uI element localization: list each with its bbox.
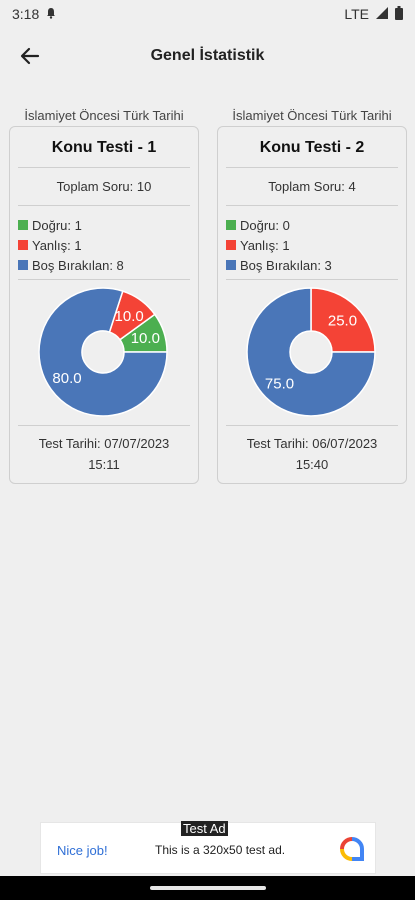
- wrong-swatch: [226, 240, 236, 250]
- legend-blank: Boş Bırakılan: 8: [18, 255, 124, 275]
- chart-label-blank: 80.0: [52, 370, 81, 387]
- legend-wrong-label: Yanlış: 1: [32, 237, 82, 253]
- legend-correct-label: Doğru: 1: [32, 217, 82, 233]
- legend-blank-label: Boş Bırakılan: 8: [32, 257, 124, 273]
- legend-wrong: Yanlış: 1: [226, 235, 332, 255]
- total-questions: Toplam Soru: 4: [268, 179, 356, 194]
- ad-logo-icon: [339, 836, 365, 862]
- app-bar: Genel İstatistik: [0, 34, 415, 78]
- network-label: LTE: [344, 6, 369, 22]
- correct-swatch: [226, 220, 236, 230]
- chart-slice-blank: [246, 287, 376, 417]
- divider: [226, 205, 398, 206]
- test-date-label: Test Tarihi: 07/07/2023: [38, 436, 170, 451]
- total-questions: Toplam Soru: 10: [56, 179, 152, 194]
- legend-wrong: Yanlış: 1: [18, 235, 124, 255]
- divider: [226, 425, 398, 426]
- status-time: 3:18: [12, 6, 40, 22]
- legend: Doğru: 0 Yanlış: 1 Boş Bırakılan: 3: [226, 215, 332, 275]
- donut-chart: 10.0 10.0 80.0: [38, 287, 168, 417]
- ad-cta-link[interactable]: Nice job!: [57, 843, 108, 858]
- chart-label-blank: 75.0: [265, 375, 294, 392]
- chart-slice-wrong: [310, 287, 376, 353]
- test-card[interactable]: Konu Testi - 2 Toplam Soru: 4 Doğru: 0 Y…: [217, 126, 407, 484]
- wrong-swatch: [18, 240, 28, 250]
- test-date-label: Test Tarihi: 06/07/2023: [246, 436, 378, 451]
- chart-label-wrong: 25.0: [328, 313, 357, 330]
- card-title: Konu Testi - 2: [259, 139, 365, 156]
- legend-wrong-label: Yanlış: 1: [240, 237, 290, 253]
- test-time-label: 15:11: [88, 457, 120, 472]
- system-nav-bar: [0, 876, 415, 900]
- divider: [18, 279, 190, 280]
- legend-correct-label: Doğru: 0: [240, 217, 290, 233]
- signal-icon: [375, 6, 389, 23]
- test-column-1: İslamiyet Öncesi Türk Tarihi Konu Testi …: [9, 108, 199, 484]
- chart-label-wrong: 10.0: [115, 308, 144, 325]
- battery-icon: [395, 5, 403, 23]
- back-arrow-icon[interactable]: [16, 42, 44, 70]
- correct-swatch: [18, 220, 28, 230]
- chart-label-correct: 10.0: [131, 330, 160, 347]
- legend-correct: Doğru: 1: [18, 215, 124, 235]
- divider: [226, 167, 398, 168]
- blank-swatch: [18, 260, 28, 270]
- page-title: Genel İstatistik: [150, 47, 265, 64]
- test-date: Test Tarihi: 06/07/2023 15:40: [218, 433, 406, 475]
- test-card[interactable]: Konu Testi - 1 Toplam Soru: 10 Doğru: 1 …: [9, 126, 199, 484]
- test-date: Test Tarihi: 07/07/2023 15:11: [10, 433, 198, 475]
- legend-blank: Boş Bırakılan: 3: [226, 255, 332, 275]
- legend-blank-label: Boş Bırakılan: 3: [240, 257, 332, 273]
- card-title: Konu Testi - 1: [51, 139, 157, 156]
- legend-correct: Doğru: 0: [226, 215, 332, 235]
- divider: [18, 167, 190, 168]
- test-time-label: 15:40: [295, 457, 329, 472]
- divider: [18, 205, 190, 206]
- divider: [226, 279, 398, 280]
- subject-label: İslamiyet Öncesi Türk Tarihi: [232, 108, 392, 123]
- test-column-2: İslamiyet Öncesi Türk Tarihi Konu Testi …: [217, 108, 407, 484]
- status-bar: 3:18 LTE: [0, 0, 415, 28]
- ad-tag: Test Ad: [181, 821, 228, 836]
- subject-label: İslamiyet Öncesi Türk Tarihi: [24, 108, 184, 123]
- chart-slice-blank: [38, 287, 168, 417]
- ad-banner[interactable]: Test Ad Nice job! This is a 320x50 test …: [40, 821, 376, 874]
- divider: [18, 425, 190, 426]
- ad-text: This is a 320x50 test ad.: [155, 843, 286, 857]
- blank-swatch: [226, 260, 236, 270]
- legend: Doğru: 1 Yanlış: 1 Boş Bırakılan: 8: [18, 215, 124, 275]
- home-gesture-handle[interactable]: [150, 886, 266, 890]
- donut-chart: 25.0 75.0: [246, 287, 376, 417]
- notification-bell-icon: [45, 6, 57, 22]
